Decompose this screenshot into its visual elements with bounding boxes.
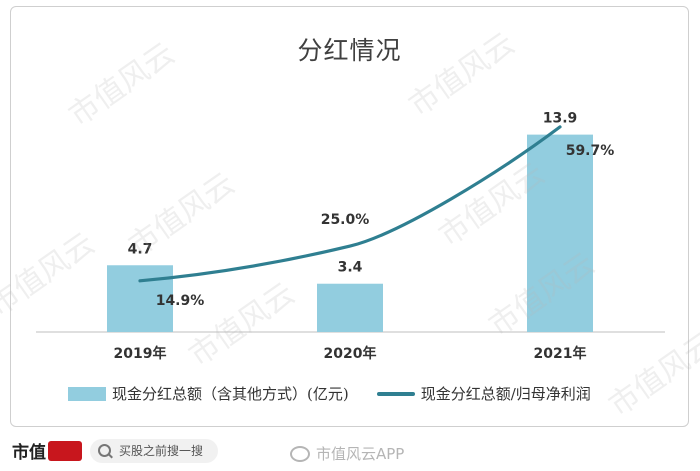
bar-value-label: 4.7 — [128, 241, 153, 257]
legend-bar-swatch — [68, 386, 106, 401]
bar — [527, 134, 593, 332]
x-tick-label: 2021年 — [534, 345, 587, 362]
line-value-label: 59.7% — [566, 143, 615, 159]
x-tick-label: 2019年 — [114, 345, 167, 362]
bar — [107, 265, 173, 332]
footer-bar: 市值 买股之前搜一搜 — [0, 430, 700, 471]
weibo-text: 市值风云APP — [316, 445, 405, 463]
bar — [317, 283, 383, 332]
bar-value-label: 13.9 — [543, 111, 578, 127]
brand-logo-text: 市值 — [12, 443, 46, 463]
legend-line-swatch — [376, 391, 415, 396]
legend-line-label: 现金分红总额/归母净利润 — [420, 385, 591, 403]
search-icon — [98, 444, 111, 457]
legend-bar-label: 现金分红总额（含其他方式）(亿元) — [112, 385, 349, 403]
line-value-label: 25.0% — [321, 212, 370, 228]
line-value-label: 14.9% — [156, 293, 205, 309]
brand-logo-icon — [48, 440, 82, 461]
search-input[interactable]: 买股之前搜一搜 — [90, 438, 218, 463]
weibo-watermark: 市值风云APP — [290, 443, 404, 464]
x-tick-label: 2020年 — [324, 345, 377, 362]
search-placeholder: 买股之前搜一搜 — [119, 444, 204, 458]
ratio-line — [138, 125, 562, 283]
chart-title: 分红情况 — [297, 36, 402, 65]
bar-value-label: 3.4 — [338, 260, 363, 276]
chart-legend: 现金分红总额（含其他方式）(亿元) 现金分红总额/归母净利润 — [68, 383, 591, 404]
weibo-icon — [290, 445, 310, 462]
